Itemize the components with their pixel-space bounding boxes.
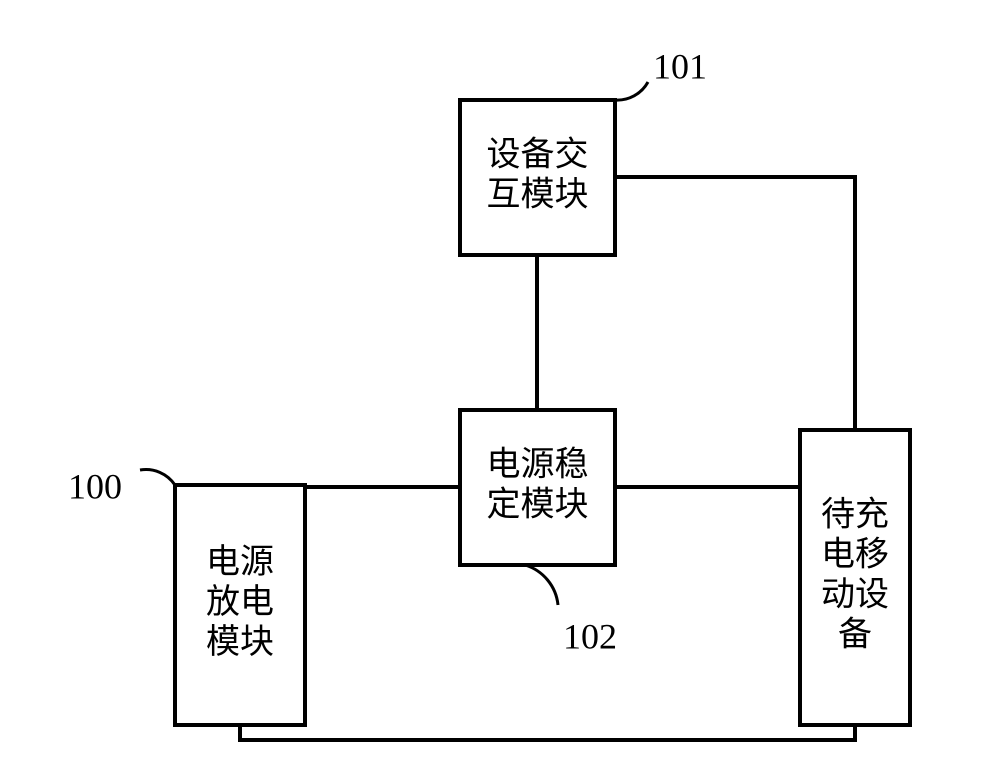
- node-label: 备: [838, 615, 872, 653]
- node-label: 模块: [206, 623, 274, 661]
- callout-label: 100: [68, 466, 122, 506]
- callout-label: 102: [563, 616, 617, 656]
- node-label: 电源稳: [487, 445, 589, 483]
- node-label: 定模块: [487, 485, 589, 523]
- node-label: 设备交: [487, 135, 589, 173]
- callout-leader: [525, 565, 558, 605]
- node-label: 互模块: [487, 175, 589, 213]
- edge: [240, 725, 855, 740]
- node-label: 电源: [206, 543, 274, 581]
- node-label: 电移: [821, 535, 889, 573]
- callout-leader: [140, 469, 175, 485]
- edge: [615, 177, 855, 430]
- node-n101: 设备交互模块 101: [460, 46, 707, 255]
- node-n102: 电源稳定模块 102: [460, 410, 617, 656]
- callout-leader: [615, 82, 648, 100]
- node-dev: 待充电移动设备: [800, 430, 910, 725]
- node-label: 待充: [821, 495, 889, 533]
- node-n100: 电源放电模块 100: [68, 466, 305, 725]
- node-label: 放电: [206, 583, 274, 621]
- node-label: 动设: [821, 576, 889, 613]
- callout-label: 101: [653, 46, 707, 86]
